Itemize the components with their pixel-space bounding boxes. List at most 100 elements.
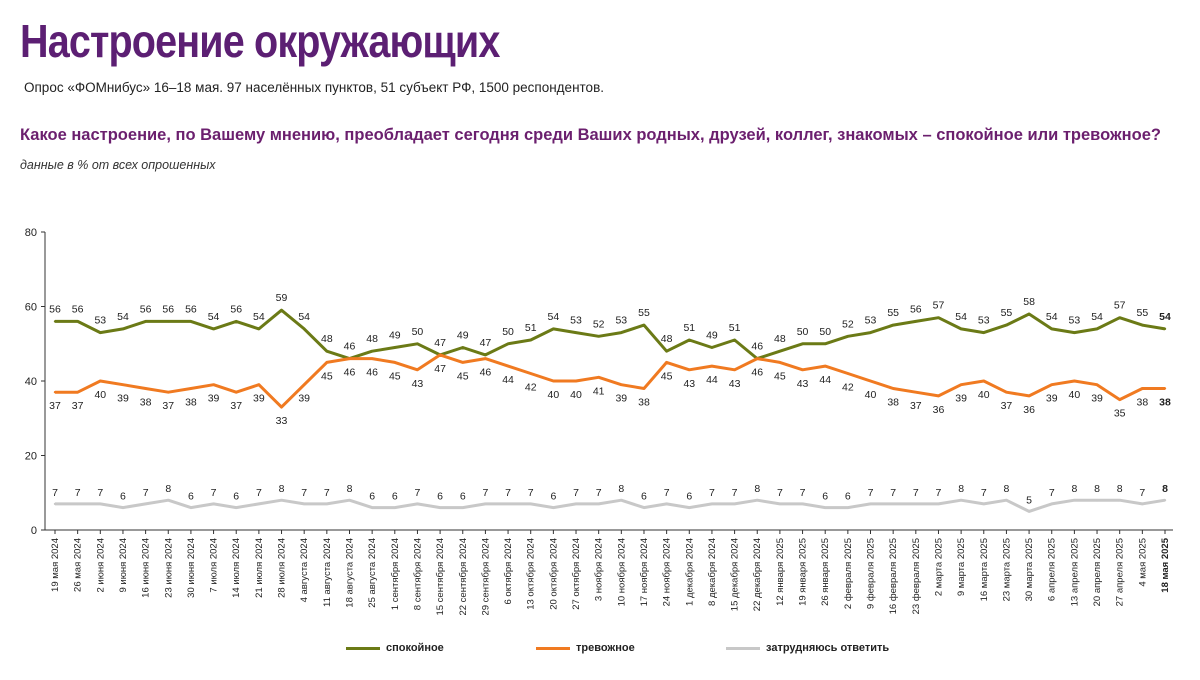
data-label-calm: 48	[774, 333, 786, 345]
data-label-anxious: 40	[978, 389, 990, 401]
data-label-anxious: 33	[276, 415, 288, 427]
data-point-calm	[1027, 312, 1031, 316]
x-tick-label: 7 июля 2024	[209, 538, 220, 593]
data-label-anxious: 39	[615, 393, 627, 405]
data-point-anxious	[325, 361, 329, 364]
data-label-calm: 53	[570, 315, 582, 327]
y-tick-label: 80	[25, 227, 37, 239]
data-label-hard: 6	[641, 491, 647, 503]
data-label-hard: 6	[460, 491, 466, 503]
legend-label-anxious: тревожное	[576, 642, 635, 654]
data-label-calm: 49	[706, 329, 718, 341]
data-point-anxious	[393, 361, 396, 364]
data-label-anxious: 37	[162, 400, 174, 412]
data-point-hard	[756, 499, 759, 502]
survey-subtitle: Опрос «ФОМнибус» 16–18 мая. 97 населённы…	[24, 80, 604, 95]
data-point-anxious	[144, 387, 147, 390]
data-label-anxious: 40	[1069, 389, 1081, 401]
data-point-anxious	[824, 364, 827, 368]
data-point-calm	[416, 342, 419, 345]
x-tick-label: 2 июня 2024	[95, 538, 106, 593]
x-tick-label: 1 декабря 2024	[684, 538, 695, 606]
data-label-hard: 6	[392, 491, 398, 503]
legend-label-calm: спокойное	[386, 642, 444, 654]
data-label-hard: 8	[1162, 483, 1168, 495]
data-note: данные в % от всех опрошенных	[20, 158, 216, 172]
data-label-anxious: 46	[344, 367, 356, 379]
data-point-anxious	[688, 368, 691, 372]
data-label-calm: 55	[1001, 307, 1013, 319]
x-tick-label: 2 февраля 2025	[843, 538, 854, 609]
data-point-anxious	[1118, 398, 1121, 401]
data-label-anxious: 39	[1046, 393, 1058, 405]
data-label-anxious: 46	[480, 367, 492, 379]
data-point-anxious	[937, 394, 940, 398]
data-label-calm: 54	[117, 311, 129, 323]
data-label-calm: 54	[548, 311, 560, 323]
data-point-hard	[370, 506, 374, 509]
x-tick-label: 22 декабря 2024	[752, 538, 763, 611]
data-point-calm	[325, 350, 329, 353]
data-point-hard	[167, 499, 170, 502]
data-label-hard: 7	[868, 487, 874, 499]
data-label-calm: 56	[230, 303, 242, 315]
data-label-calm: 53	[865, 315, 877, 327]
data-point-calm	[1095, 327, 1099, 331]
data-label-anxious: 38	[185, 396, 197, 408]
data-point-anxious	[1073, 379, 1076, 383]
data-label-anxious: 39	[1091, 393, 1103, 405]
data-label-calm: 53	[615, 315, 627, 327]
data-point-hard	[710, 502, 714, 506]
data-point-hard	[121, 506, 125, 509]
data-label-hard: 7	[777, 487, 783, 499]
data-point-anxious	[756, 357, 759, 360]
data-label-anxious: 47	[434, 363, 446, 375]
data-point-calm	[733, 338, 736, 342]
data-label-anxious: 36	[933, 404, 945, 416]
data-point-anxious	[370, 357, 374, 360]
data-label-hard: 7	[324, 487, 330, 499]
data-point-calm	[393, 346, 396, 349]
x-tick-label: 23 марта 2025	[1001, 538, 1012, 601]
data-point-anxious	[1141, 387, 1144, 390]
x-tick-label: 18 августа 2024	[344, 538, 355, 608]
data-point-hard	[982, 502, 985, 506]
data-point-anxious	[99, 379, 102, 383]
data-point-anxious	[416, 368, 419, 372]
data-point-calm	[76, 320, 79, 323]
data-label-calm: 49	[389, 329, 401, 341]
data-label-anxious: 44	[706, 374, 718, 386]
data-point-anxious	[121, 383, 125, 386]
data-label-hard: 6	[845, 491, 851, 503]
series-line-hard	[55, 498, 1166, 513]
data-point-hard	[393, 506, 396, 509]
data-label-calm: 50	[502, 326, 514, 338]
data-point-hard	[733, 502, 736, 506]
x-tick-label: 22 сентября 2024	[458, 538, 469, 616]
data-label-calm: 54	[298, 311, 310, 323]
data-label-hard: 8	[958, 483, 964, 495]
x-tick-label: 20 октября 2024	[548, 538, 559, 610]
data-point-calm	[529, 338, 532, 342]
data-label-calm: 52	[842, 318, 854, 330]
data-label-calm: 55	[1137, 307, 1149, 319]
data-point-hard	[348, 499, 351, 502]
data-point-anxious	[212, 383, 215, 386]
data-label-hard: 7	[75, 487, 81, 499]
data-label-anxious: 45	[774, 370, 786, 382]
x-tick-label: 16 июня 2024	[141, 538, 152, 598]
data-label-hard: 7	[211, 487, 217, 499]
data-label-anxious: 45	[389, 370, 401, 382]
y-tick-label: 60	[25, 302, 37, 314]
x-tick-label: 8 декабря 2024	[707, 538, 718, 606]
data-label-calm: 47	[434, 337, 446, 349]
data-point-hard	[620, 499, 623, 502]
data-label-calm: 54	[208, 311, 220, 323]
data-label-calm: 54	[955, 311, 967, 323]
data-label-anxious: 37	[72, 400, 84, 412]
data-label-calm: 57	[1114, 300, 1126, 312]
data-label-calm: 56	[49, 303, 61, 315]
data-point-anxious	[1027, 394, 1031, 398]
x-tick-label: 20 апреля 2025	[1092, 538, 1103, 606]
data-point-hard	[144, 502, 147, 506]
